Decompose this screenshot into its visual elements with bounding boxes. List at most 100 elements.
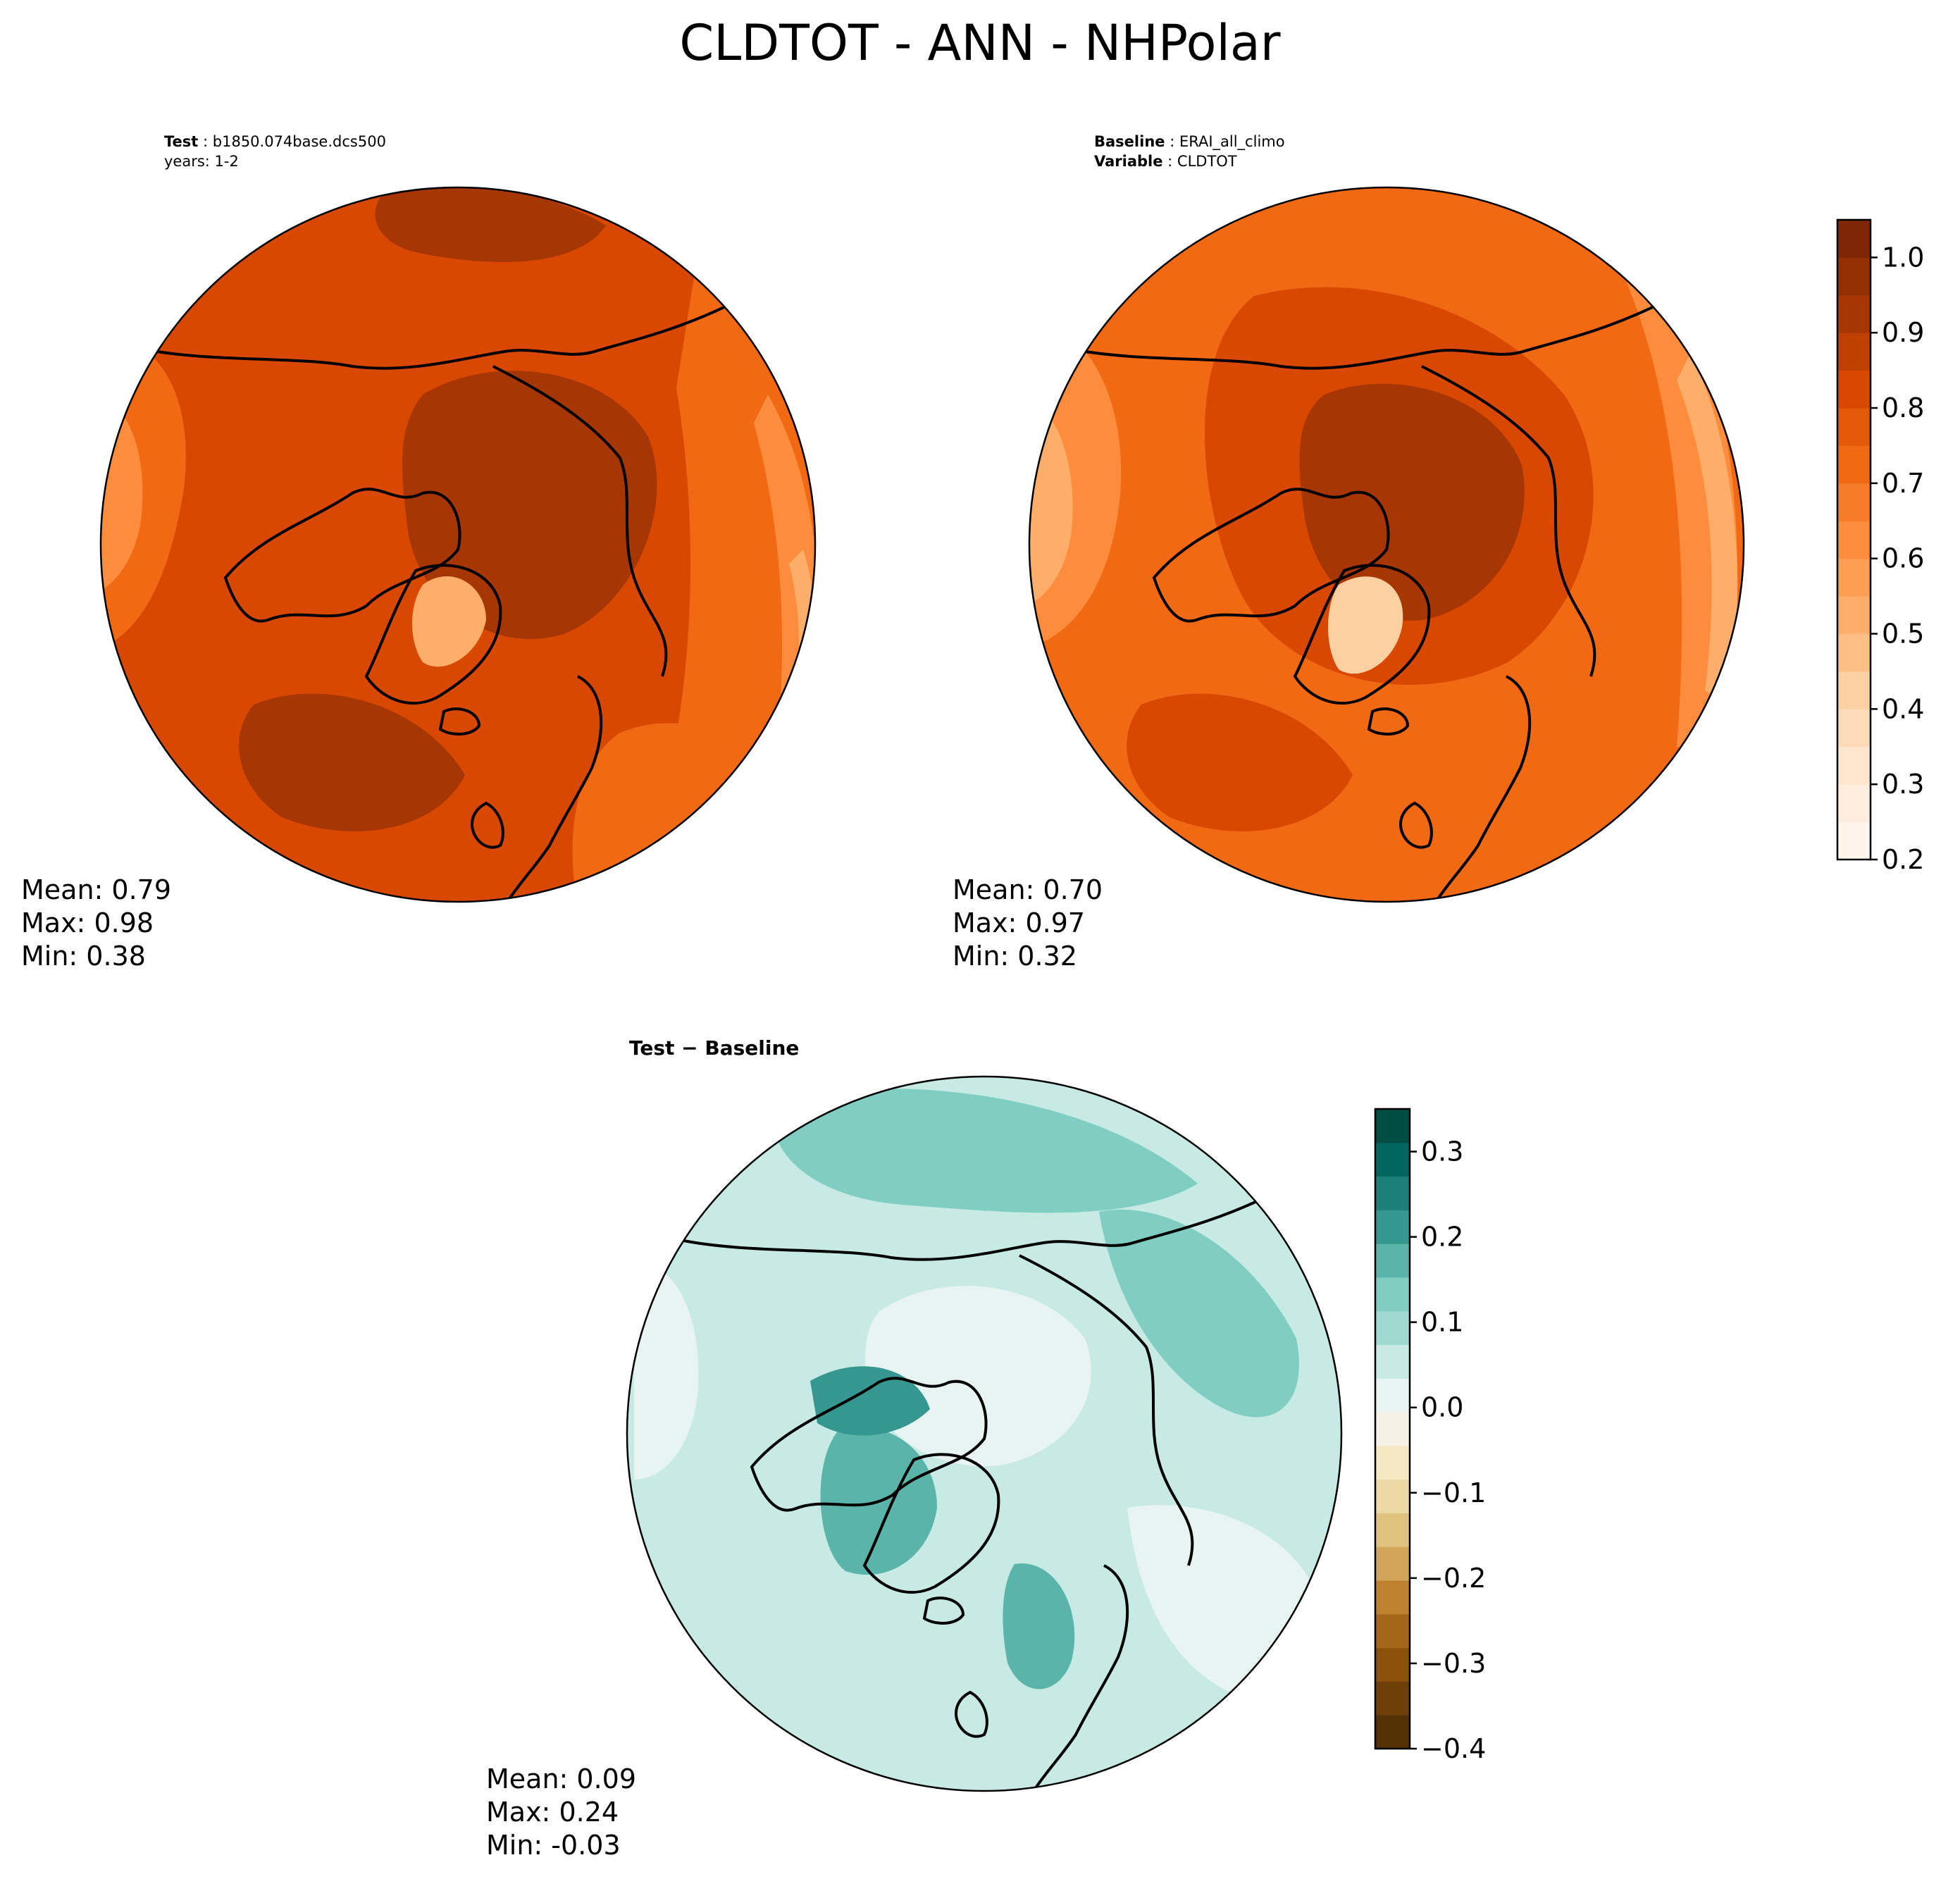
- main-colorbar-segment: [1837, 370, 1871, 409]
- main-colorbar-segment: [1837, 445, 1871, 484]
- baseline-map-region-east-edge: [1677, 352, 1737, 705]
- diff-colorbar-segment: [1375, 1277, 1410, 1312]
- test-map-region-north: [375, 187, 606, 262]
- test-header: Test : b1850.074base.dcs500: [164, 133, 386, 150]
- test-map-coast-europe: [506, 675, 603, 902]
- test-map-region-atlantic: [239, 693, 465, 831]
- diff-colorbar-segment: [1375, 1613, 1410, 1649]
- main-colorbar-tick-label: 0.6: [1882, 543, 1924, 574]
- diff-map-border: [626, 1075, 1343, 1792]
- diff-map-coast-uk: [954, 1690, 988, 1738]
- diff-colorbar-segment: [1375, 1445, 1410, 1480]
- baseline-map-coast-uk: [1398, 801, 1433, 849]
- baseline-map-coast-europe: [1434, 675, 1532, 902]
- diff-colorbar-segment: [1375, 1109, 1410, 1143]
- diff-colorbar-segment: [1375, 1647, 1410, 1682]
- baseline-header: Baseline : ERAI_all_climo: [1094, 133, 1285, 151]
- test-header-value: b1850.074base.dcs500: [213, 133, 386, 150]
- main-colorbar-segment: [1837, 558, 1871, 597]
- diff-stat-mean: Mean: 0.09: [486, 1763, 636, 1794]
- diff-map-coast-greenland: [862, 1453, 1000, 1594]
- main-colorbar-tick-label: 0.2: [1882, 844, 1924, 875]
- diff-header: Test − Baseline: [629, 1036, 799, 1060]
- main-colorbar-segment: [1837, 408, 1871, 446]
- diff-map-coast-europe: [1032, 1564, 1129, 1791]
- main-colorbar-segment: [1837, 596, 1871, 635]
- diff-map-region-center: [865, 1286, 1091, 1467]
- diff-colorbar-tick-label: −0.4: [1421, 1733, 1486, 1764]
- main-colorbar-tick-label: 1.0: [1882, 242, 1924, 273]
- variable-header-sep: :: [1162, 153, 1177, 170]
- main-colorbar-segment: [1837, 821, 1871, 860]
- main-colorbar-tick-label: 0.8: [1882, 392, 1924, 423]
- diff-colorbar-tick-label: 0.2: [1421, 1222, 1463, 1253]
- main-colorbar-segment: [1837, 746, 1871, 785]
- main-colorbar: 0.2 0.3 0.4 0.5 0.6 0.7 0.8 0.9 1.0: [1836, 218, 1924, 875]
- baseline-map-border: [1028, 186, 1745, 903]
- main-colorbar-segment: [1837, 333, 1871, 371]
- baseline-map-region-greenland-light: [1328, 576, 1403, 674]
- diff-map-region-scandinavia: [1003, 1563, 1075, 1689]
- diff-map-coast-north: [679, 1193, 1272, 1261]
- main-colorbar-segment: [1837, 633, 1871, 672]
- test-stat-mean: Mean: 0.79: [21, 874, 171, 905]
- test-map-coast-iceland: [438, 707, 481, 736]
- test-stat-max: Max: 0.98: [21, 907, 154, 938]
- diff-stat-max: Max: 0.24: [486, 1797, 619, 1828]
- main-colorbar-segment: [1837, 483, 1871, 521]
- test-map: [101, 187, 815, 902]
- diff-colorbar: −0.4 −0.3 −0.2 −0.1 0.0 0.1 0.2 0.3: [1374, 1108, 1486, 1764]
- diff-colorbar-segment: [1375, 1210, 1410, 1244]
- diff-map-region-canada: [810, 1366, 930, 1436]
- diff-colorbar-segment: [1375, 1715, 1410, 1749]
- test-map-border: [99, 186, 817, 903]
- figure-title: CLDTOT - ANN - NHPolar: [679, 14, 1280, 72]
- test-map-coast-north: [140, 302, 733, 370]
- test-header-years: years: 1-2: [164, 153, 239, 170]
- baseline-header-sep: :: [1165, 133, 1179, 150]
- diff-map: [627, 1077, 1341, 1791]
- diff-map-coast-siberia: [1019, 1254, 1194, 1566]
- diff-colorbar-tick-label: −0.3: [1421, 1648, 1486, 1679]
- diff-colorbar-segment: [1375, 1479, 1410, 1513]
- diff-colorbar-segment: [1375, 1344, 1410, 1379]
- baseline-map-coast-greenland: [1293, 564, 1431, 705]
- baseline-map-coast-canada: [1152, 488, 1390, 623]
- diff-map-region-east: [1099, 1209, 1299, 1418]
- diff-colorbar-segment: [1375, 1546, 1410, 1581]
- main-colorbar-border: [1836, 218, 1872, 861]
- main-colorbar-segment: [1837, 709, 1871, 748]
- baseline-stat-min: Min: 0.32: [953, 941, 1077, 972]
- baseline-stat-mean: Mean: 0.70: [953, 874, 1103, 905]
- test-map-coast-canada: [223, 488, 461, 623]
- diff-colorbar-segment: [1375, 1681, 1410, 1716]
- diff-colorbar-border: [1374, 1108, 1411, 1750]
- variable-header-value: CLDTOT: [1177, 153, 1237, 170]
- main-colorbar-segment: [1837, 220, 1871, 258]
- diff-colorbar-tick-label: −0.2: [1421, 1563, 1486, 1594]
- main-colorbar-tick-label: 0.7: [1882, 468, 1924, 499]
- diff-colorbar-segment: [1375, 1142, 1410, 1177]
- test-map-coast-greenland: [364, 564, 502, 705]
- variable-header: Variable : CLDTOT: [1094, 153, 1237, 170]
- main-colorbar-segment: [1837, 294, 1871, 333]
- main-colorbar-tick-label: 0.4: [1882, 693, 1924, 724]
- diff-colorbar-tick-label: 0.1: [1421, 1307, 1463, 1338]
- diff-stat-min: Min: -0.03: [486, 1830, 621, 1861]
- baseline-map-region-arctic: [1299, 383, 1525, 621]
- test-map-region-arctic: [402, 371, 657, 640]
- baseline-map-coast-iceland: [1367, 707, 1410, 736]
- main-colorbar-segment: [1837, 784, 1871, 823]
- test-header-key: Test: [164, 133, 198, 150]
- baseline-map-coast-north: [1069, 302, 1662, 370]
- diff-colorbar-tick-label: 0.0: [1421, 1392, 1463, 1423]
- baseline-map-coast-siberia: [1421, 365, 1596, 677]
- baseline-header-value: ERAI_all_climo: [1179, 133, 1285, 151]
- main-colorbar-tick-label: 0.5: [1882, 619, 1924, 650]
- baseline-map-region-east: [1620, 225, 1738, 747]
- baseline-stat-max: Max: 0.97: [953, 907, 1085, 938]
- diff-map-coast-canada: [750, 1377, 988, 1512]
- variable-header-key: Variable: [1094, 153, 1162, 170]
- baseline-map: [1029, 187, 1744, 902]
- diff-colorbar-segment: [1375, 1378, 1410, 1413]
